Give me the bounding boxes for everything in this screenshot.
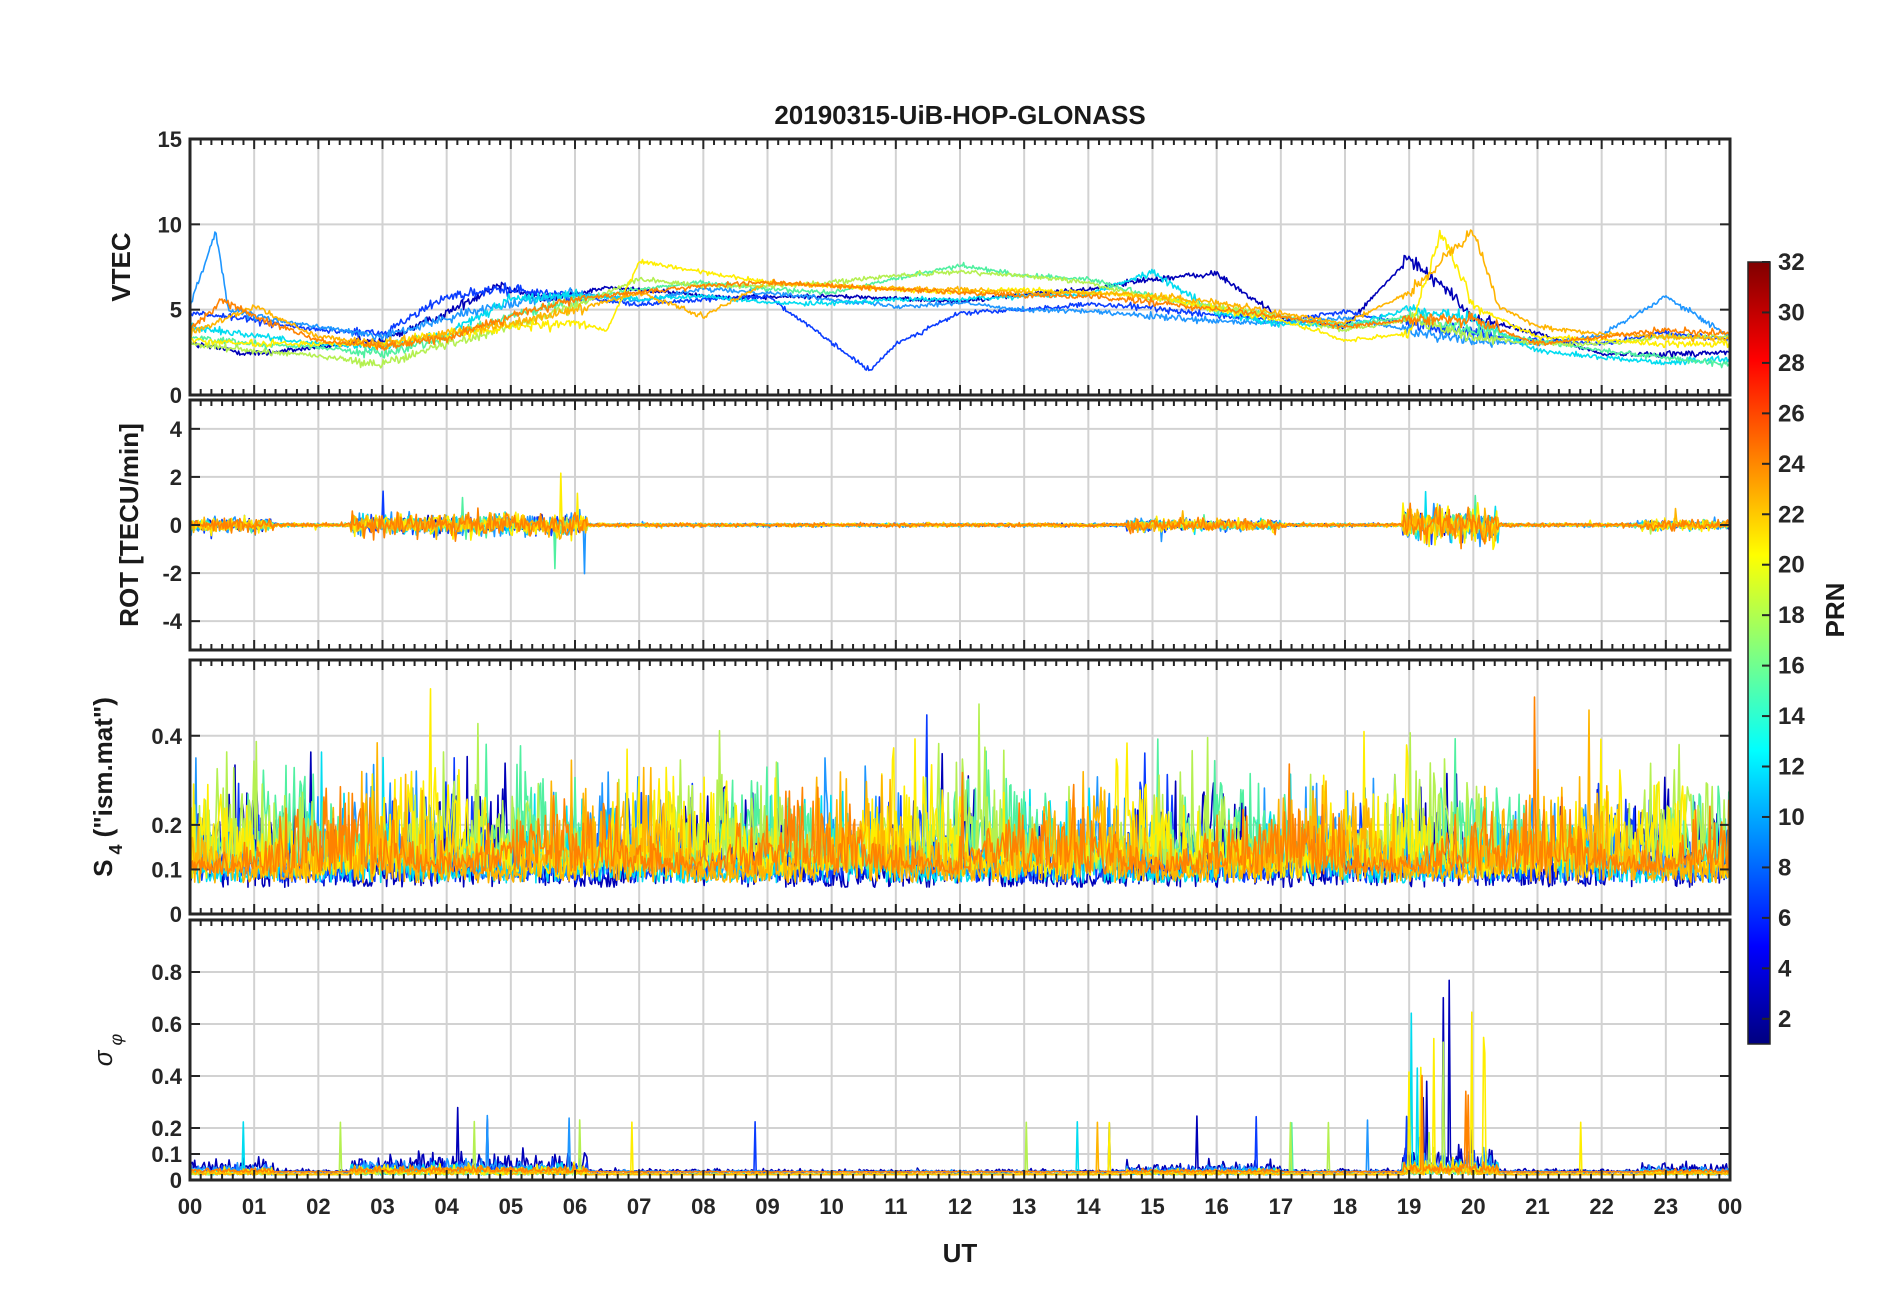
y-tick-label: 0.2 [151,813,182,838]
y-tick-label: 0 [170,902,182,927]
panel-s4: 0 0.1 0.2 0.4 S 4 ("ism.mat") [88,658,1732,927]
colorbar-tick-label: 12 [1778,754,1805,781]
series-line-prn-24 [190,502,1730,550]
y-tick-label: 0.4 [151,724,182,749]
x-tick-label: 04 [434,1194,459,1219]
colorbar-tick-label: 18 [1778,602,1805,629]
panel-rot: -4 -2 0 2 4 ROT [TECU/min] [114,398,1732,652]
x-tick-label: 02 [306,1194,330,1219]
y-tick-label: 5 [170,298,182,323]
colorbar-tick-label: 14 [1778,703,1805,730]
x-tick-label: 10 [819,1194,843,1219]
y-tick-label: 0 [170,383,182,408]
colorbar-tick-label: 32 [1778,249,1805,276]
y-tick-label: -2 [162,561,182,586]
y-tick-label: -4 [162,609,182,634]
colorbar-tick-label: 8 [1778,854,1791,881]
series-group [190,229,1730,372]
y-axis-label-rot: ROT [TECU/min] [114,423,144,627]
y-tick-label: 0.1 [151,1142,182,1167]
x-tick-label: 08 [691,1194,715,1219]
y-tick-label: 2 [170,465,182,490]
y-tick-label: 0 [170,1168,182,1193]
x-tick-label: 19 [1397,1194,1421,1219]
series-line-prn-22 [190,229,1730,348]
panel-vtec: 0 5 10 15 VTEC [106,127,1732,408]
x-tick-label: 05 [499,1194,523,1219]
x-tick-label: 01 [242,1194,266,1219]
colorbar-gradient [1747,261,1771,1045]
y-axis-label-vtec: VTEC [106,232,136,302]
colorbar-tick-label: 30 [1778,299,1805,326]
y-tick-label: 0.1 [151,857,182,882]
series-line-prn-24 [190,278,1730,351]
y-axis-label-s4: S 4 ("ism.mat") [88,697,126,877]
x-tick-label: 16 [1204,1194,1228,1219]
y-tick-label: 10 [158,212,182,237]
x-tick-label: 13 [1012,1194,1036,1219]
colorbar-tick-label: 24 [1778,451,1805,478]
y-tick-label: 0.2 [151,1116,182,1141]
series-group [190,687,1730,889]
colorbar-tick-label: 10 [1778,804,1805,831]
x-tick-label: 06 [563,1194,587,1219]
x-tick-label: 00 [1718,1194,1742,1219]
colorbar-tick-label: 16 [1778,653,1805,680]
colorbar-tick-label: 26 [1778,400,1805,427]
colorbar-label: PRN [1820,583,1850,638]
x-tick-label: 03 [370,1194,394,1219]
series-line-prn-22 [190,709,1730,884]
colorbar-tick-label: 2 [1778,1006,1791,1033]
x-tick-label: 21 [1525,1194,1549,1219]
colorbar-tick-label: 4 [1778,955,1792,982]
y-tick-label: 0.8 [151,960,182,985]
x-tick-label: 12 [948,1194,972,1219]
colorbar-tick-label: 22 [1778,501,1805,528]
x-tick-label: 23 [1654,1194,1678,1219]
x-tick-label: 14 [1076,1194,1101,1219]
series-line-prn-24 [190,696,1730,875]
x-tick-label: 17 [1269,1194,1293,1219]
y-tick-label: 0 [170,513,182,538]
colorbar-tick-label: 20 [1778,552,1805,579]
series-group [190,472,1730,575]
chart-title: 20190315-UiB-HOP-GLONASS [774,100,1145,130]
x-tick-label: 20 [1461,1194,1485,1219]
y-tick-label: 4 [170,417,183,442]
y-tick-label: 0.4 [151,1064,182,1089]
y-axis-label-sigma_phi: σ φ [88,1034,126,1067]
x-tick-label: 07 [627,1194,651,1219]
y-tick-label: 0.6 [151,1012,182,1037]
x-tick-label: 15 [1140,1194,1164,1219]
x-axis-label: UT [943,1238,978,1268]
x-tick-label: 18 [1333,1194,1357,1219]
x-tick-label: 09 [755,1194,779,1219]
panel-sigma_phi: 00.10.2 0.4 0.6 0.8 σ φ 00 01 02 03 04 05 06 07 08 09 1… [88,918,1742,1219]
x-tick-label: 11 [884,1194,907,1219]
x-tick-label: 22 [1589,1194,1613,1219]
y-tick-label: 15 [158,127,182,152]
colorbar-tick-label: 6 [1778,905,1791,932]
x-tick-label: 00 [178,1194,202,1219]
series-line-prn-20 [190,229,1730,350]
colorbar-tick-label: 28 [1778,350,1805,377]
